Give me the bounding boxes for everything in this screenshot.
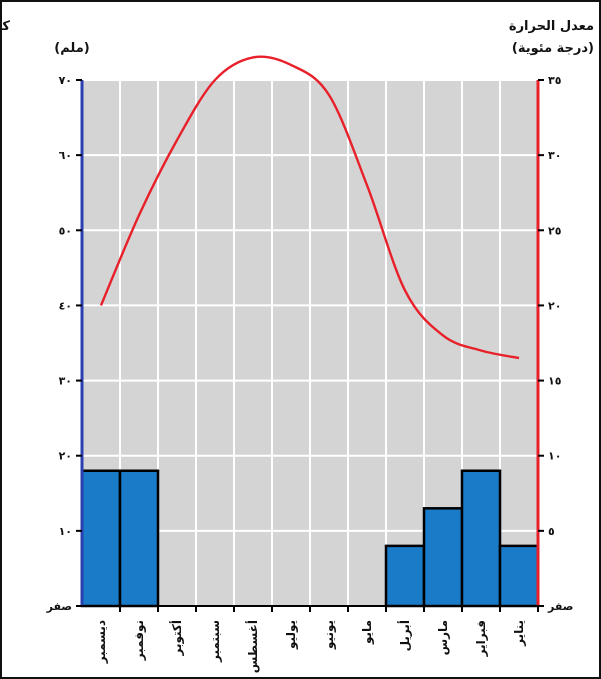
month-label: يوليو: [284, 620, 299, 650]
right-tick-label: ١٥: [548, 375, 562, 388]
left-tick-label: ٢٠: [59, 450, 72, 463]
right-axis-title-line2: (درجة مئوية): [512, 41, 594, 56]
grid-lines: [82, 79, 538, 606]
right-tick-label: صفر: [547, 600, 573, 613]
month-label: يونيو: [322, 620, 337, 650]
month-label: سبتمبر: [208, 620, 222, 663]
left-tick-label: ٦٠: [59, 149, 72, 162]
precip-bar: [118, 469, 160, 608]
right-axis-ticks: صفر ٥ ١٠ ١٥ ٢٠ ٢٥ ٣٠ ٣٥: [538, 74, 573, 613]
left-tick-label: ٤٠: [59, 299, 72, 312]
left-tick-label: ١٠: [59, 525, 72, 538]
right-tick-label: ٢٥: [548, 224, 562, 237]
left-tick-label: ٥٠: [59, 224, 72, 237]
right-tick-label: ٣٠: [548, 149, 561, 162]
left-tick-label: صفر: [46, 600, 72, 613]
month-label: أكتوبر: [169, 620, 185, 656]
right-tick-label: ٢٠: [548, 299, 561, 312]
month-label: مايو: [360, 620, 375, 645]
left-axis-title-line1: كمية المتساقطات: [0, 19, 10, 34]
temperature-line: [99, 55, 520, 360]
month-label: أغسطس: [245, 620, 260, 673]
right-tick-label: ٥: [548, 525, 555, 538]
month-label: مارس: [436, 620, 450, 655]
left-tick-label: ٣٠: [59, 375, 72, 388]
month-label: نوفمبر: [132, 620, 147, 661]
precip-bar: [80, 469, 122, 608]
right-tick-label: ١٠: [548, 450, 561, 463]
precip-bar: [460, 469, 502, 608]
precip-bar: [498, 544, 540, 608]
month-label: يناير: [512, 620, 526, 647]
month-label: ديسمبر: [94, 620, 108, 664]
x-axis-labels: ديسمبر نوفمبر أكتوبر سبتمبر أغسطس يوليو يونيو م…: [94, 606, 539, 673]
month-label: أبريل: [397, 620, 412, 651]
left-tick-label: ٧٠: [59, 74, 72, 87]
precip-bar: [384, 544, 426, 608]
left-axis-title-line2: (ملم): [54, 41, 89, 56]
right-axis-title-line1: معدل الحرارة: [509, 19, 594, 34]
right-tick-label: ٣٥: [548, 74, 562, 87]
month-label: فبراير: [474, 620, 488, 657]
precip-bar: [422, 507, 464, 608]
left-axis-ticks: صفر ١٠ ٢٠ ٣٠ ٤٠ ٥٠ ٦٠ ٧٠: [46, 74, 82, 613]
